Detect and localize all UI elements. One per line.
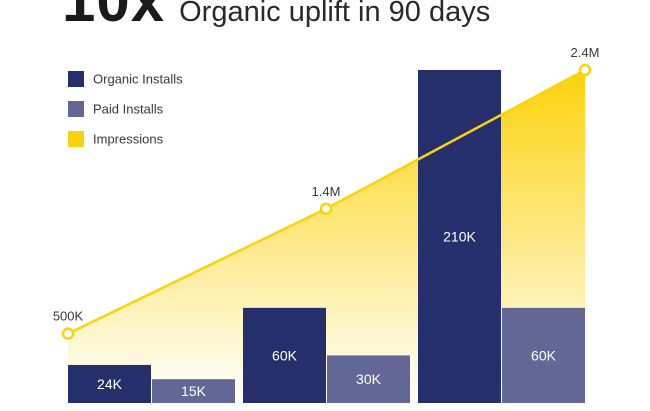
- paid-installs-label-3: 60K: [531, 347, 557, 363]
- legend-label-paid-installs: Paid Installs: [93, 102, 164, 117]
- paid-installs-bar-2: [327, 355, 410, 403]
- paid-installs-bar-1: [152, 379, 235, 403]
- legend-swatch-organic-installs: [68, 71, 84, 87]
- legend-swatch-paid-installs: [68, 101, 84, 117]
- organic-installs-label-2: 60K: [272, 347, 298, 363]
- paid-installs-label-1: 15K: [181, 383, 207, 399]
- paid-installs-bar-3: [502, 307, 585, 403]
- impressions-point-3: [578, 63, 592, 77]
- organic-installs-bar-3: [418, 70, 501, 403]
- impressions-point-2: [319, 202, 333, 215]
- impressions-point-label-1: 500K: [53, 309, 84, 324]
- organic-installs-label-1: 24K: [97, 376, 123, 392]
- impressions-point-label-3: 2.4M: [571, 45, 600, 60]
- legend-label-organic-installs: Organic Installs: [93, 72, 183, 87]
- headline-multiplier: 10x: [62, 0, 166, 34]
- legend-label-impressions: Impressions: [93, 132, 164, 147]
- organic-installs-bar-2: [243, 307, 326, 403]
- impressions-point-label-2: 1.4M: [312, 184, 341, 199]
- legend-swatch-impressions: [68, 131, 84, 147]
- impressions-point-1: [61, 327, 75, 340]
- headline: 10x Organic uplift in 90 days: [62, 0, 490, 35]
- organic-installs-label-3: 210K: [443, 229, 476, 245]
- organic-installs-bar-1: [68, 364, 151, 403]
- paid-installs-label-2: 30K: [356, 371, 382, 387]
- headline-subtitle: Organic uplift in 90 days: [179, 0, 491, 28]
